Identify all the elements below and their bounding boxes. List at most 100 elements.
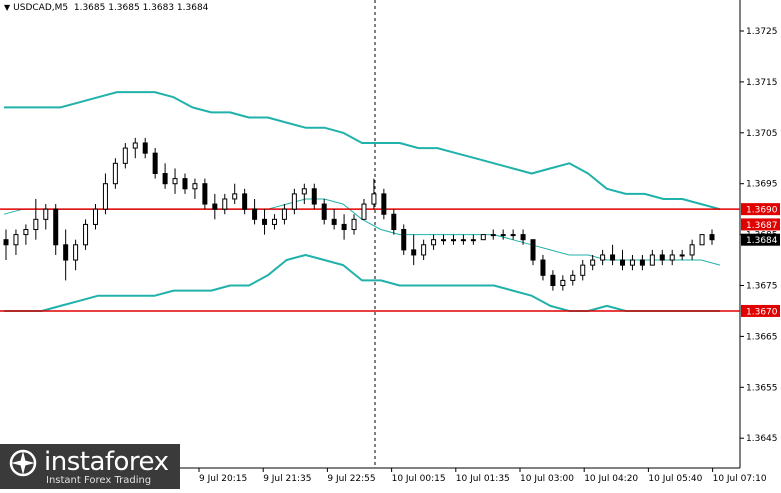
price-tick-label: 1.3675 [746, 282, 778, 292]
candle-body-bearish [3, 239, 9, 246]
candle-body-bearish [341, 223, 347, 231]
candle-body-bullish [351, 218, 357, 231]
candle-body-bullish [291, 193, 297, 210]
instaforex-logo-icon [9, 449, 37, 477]
candle-body-bearish [401, 229, 407, 251]
candle-body-bullish [301, 188, 307, 195]
watermark-banner: instaforex Instant Forex Trading [0, 444, 180, 489]
price-tag-1-3690 [741, 203, 780, 216]
candle-body-bullish [699, 234, 705, 246]
candle-body-bearish [540, 259, 546, 276]
candle-body-bullish [431, 239, 437, 246]
candle-body-bullish [83, 223, 89, 246]
time-tick-label: 9 Jul 20:15 [199, 474, 247, 484]
candle-body-bullish [232, 193, 238, 200]
price-tick-label: 1.3655 [746, 383, 778, 393]
candle-body-bearish [53, 208, 59, 246]
candle-body-bullish [441, 239, 447, 242]
price-tag-1-3687 [741, 218, 780, 231]
price-tick-label: 1.3725 [746, 27, 778, 37]
candle-body-bullish [669, 254, 675, 261]
candle-body-bearish [520, 234, 526, 241]
candle-body-bullish [73, 244, 79, 261]
time-tick-label: 9 Jul 22:55 [327, 474, 375, 484]
candle-body-bullish [122, 147, 128, 164]
price-tag-label: 1.3690 [746, 206, 778, 216]
price-tag-label: 1.3684 [746, 236, 778, 246]
candle-body-bullish [570, 274, 576, 281]
candle-body-bearish [262, 218, 268, 225]
candle-body-bearish [212, 203, 218, 210]
candle-body-bullish [132, 142, 138, 149]
candle-body-bullish [679, 254, 685, 257]
candle-body-bearish [610, 254, 616, 261]
candle-body-bullish [361, 203, 367, 220]
ohlc-values: 1.3685 1.3685 1.3683 1.3684 [73, 3, 209, 13]
candle-body-bullish [480, 234, 486, 241]
time-tick-label: 10 Jul 05:40 [648, 474, 702, 484]
candle-body-bullish [600, 254, 606, 261]
watermark-tagline: Instant Forex Trading [46, 475, 152, 486]
price-tag-1-3684 [741, 233, 780, 246]
candle-body-bullish [490, 234, 496, 237]
price-tags: 1.3690 1.3670 1.3687 1.3684 [741, 203, 780, 317]
candle-body-bearish [381, 193, 387, 215]
candle-body-bearish [620, 259, 626, 266]
candle-body-bearish [162, 173, 168, 185]
chart-header: ▼ USDCAD,M5 1.3685 1.3685 1.3683 1.3684 [4, 3, 208, 13]
candle-body-bearish [321, 203, 327, 220]
time-axis: 9 Jul 20:15 9 Jul 21:35 9 Jul 22:55 10 Jul … [198, 468, 767, 484]
candle-body-bullish [689, 244, 695, 256]
price-tag-label: 1.3687 [746, 221, 778, 231]
candle-body-bullish [33, 218, 39, 231]
candle-body-bullish [222, 198, 228, 210]
candle-body-bearish [530, 239, 536, 261]
time-tick-label: 10 Jul 00:15 [392, 474, 446, 484]
candle-body-bullish [92, 208, 98, 225]
candle-body-bearish [550, 274, 556, 287]
price-tick-label: 1.3705 [746, 129, 778, 139]
candle-body-bearish [639, 259, 645, 266]
candle-body-bearish [709, 234, 715, 241]
candle-body-bullish [500, 234, 506, 237]
time-tick-label: 10 Jul 03:00 [520, 474, 574, 484]
candle-body-bullish [470, 239, 476, 242]
candle-body-bearish [182, 178, 188, 190]
collapse-triangle-icon[interactable]: ▼ [4, 3, 11, 12]
candle-body-bullish [371, 193, 377, 205]
candle-body-bullish [629, 259, 635, 266]
candle-body-bearish [252, 208, 258, 220]
time-tick-label: 10 Jul 01:35 [456, 474, 510, 484]
price-tick-label: 1.3665 [746, 332, 778, 342]
candle-body-bearish [63, 244, 69, 261]
candle-body-bullish [649, 254, 655, 266]
time-tick-label: 10 Jul 07:10 [713, 474, 767, 484]
candle-body-bearish [411, 249, 417, 256]
candle-body-bullish [112, 162, 118, 185]
candle-body-bullish [43, 208, 49, 220]
candle-body-bearish [152, 152, 158, 175]
horizontal-levels[interactable] [0, 208, 740, 312]
price-tag-label: 1.3670 [746, 307, 778, 317]
candle-body-bullish [281, 208, 287, 220]
bollinger-lower-line [4, 254, 720, 312]
candle-body-bullish [192, 183, 198, 190]
candle-body-bullish [460, 239, 466, 242]
price-tag-1-3670 [741, 304, 780, 317]
time-tick-label: 10 Jul 04:20 [584, 474, 638, 484]
bollinger-upper-line [4, 91, 721, 211]
candle-body-bearish [242, 193, 248, 210]
watermark-brand: instaforex [44, 447, 169, 477]
candle-body-bullish [560, 279, 566, 287]
candle-body-bullish [172, 178, 178, 185]
candlesticks [3, 137, 715, 291]
candle-body-bearish [142, 142, 148, 154]
time-tick-label: 9 Jul 21:35 [263, 474, 311, 484]
candle-body-bearish [311, 188, 317, 205]
candle-body-bullish [590, 259, 596, 266]
price-tick-label: 1.3645 [746, 434, 778, 444]
candle-body-bearish [659, 254, 665, 261]
